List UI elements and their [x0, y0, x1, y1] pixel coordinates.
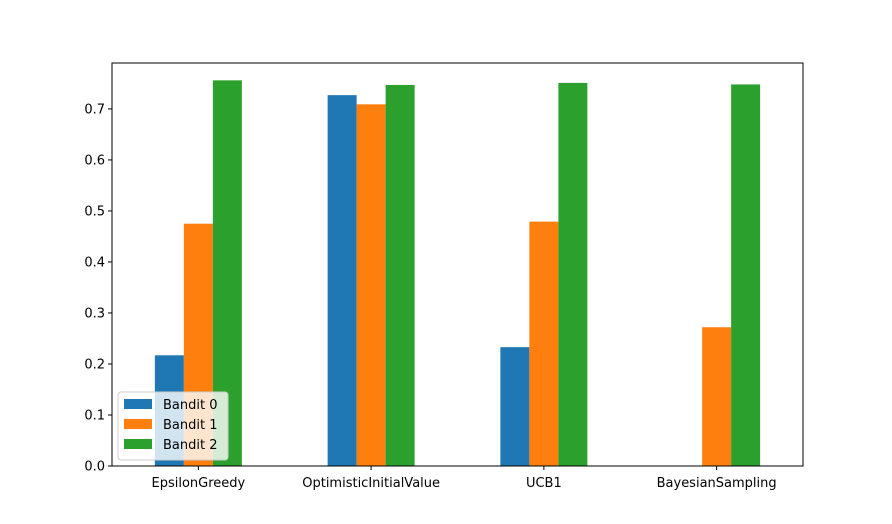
y-tick-label: 0.0	[84, 460, 105, 475]
y-axis: 0.0 0.1 0.2 0.3 0.4 0.5 0.6 0.7	[84, 102, 112, 475]
legend-label: Bandit 1	[163, 418, 218, 433]
legend-swatch	[124, 419, 152, 429]
bar-bandit-0-optimisticinitialvalue	[327, 95, 357, 467]
bar-bandit-1-ucb1	[529, 221, 559, 466]
bars-layer	[154, 80, 761, 467]
plot-frame	[111, 62, 804, 467]
x-tick-label: EpsilonGreedy	[152, 476, 246, 491]
x-tick-label: BayesianSampling	[657, 476, 777, 491]
bar-bandit-1-bayesiansampling	[702, 327, 732, 466]
bar-bandit-2-optimisticinitialvalue	[385, 84, 415, 467]
legend: Bandit 0 Bandit 1 Bandit 2	[117, 391, 229, 461]
bar-bandit-2-ucb1	[558, 82, 588, 467]
x-axis: EpsilonGreedy OptimisticInitialValue UCB1 B…	[152, 466, 777, 491]
bar-bandit-0-ucb1	[500, 347, 530, 466]
x-tick-label: OptimisticInitialValue	[302, 476, 440, 491]
y-tick-label: 0.2	[84, 357, 105, 372]
y-tick-label: 0.5	[84, 204, 105, 219]
y-tick-label: 0.6	[84, 153, 105, 168]
bar-bandit-1-optimisticinitialvalue	[356, 104, 386, 466]
x-tick-label: UCB1	[526, 476, 562, 491]
y-tick-label: 0.3	[84, 306, 105, 321]
y-tick-label: 0.1	[84, 408, 105, 423]
legend-swatch	[124, 399, 152, 409]
y-tick-label: 0.4	[84, 255, 105, 270]
y-tick-label: 0.7	[84, 102, 105, 117]
legend-label: Bandit 2	[163, 438, 218, 453]
legend-swatch	[124, 439, 152, 449]
legend-label: Bandit 0	[163, 398, 218, 413]
bar-bandit-2-bayesiansampling	[731, 84, 761, 466]
